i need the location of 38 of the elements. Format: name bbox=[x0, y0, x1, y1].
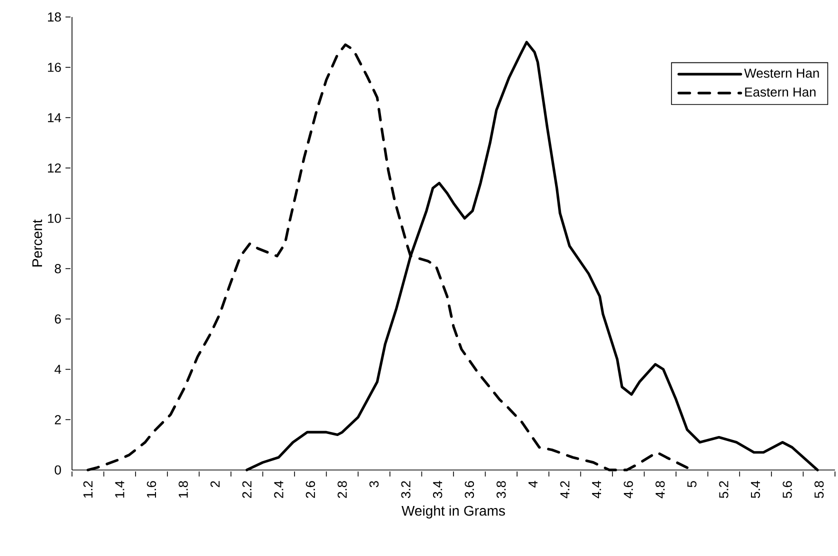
x-tick-label: 3 bbox=[369, 481, 379, 488]
y-tick-label: 8 bbox=[54, 264, 61, 274]
x-tick-label: 1.6 bbox=[146, 481, 156, 498]
x-tick-label: 2 bbox=[210, 481, 220, 488]
y-tick-label: 0 bbox=[54, 465, 61, 475]
x-tick-label: 4.8 bbox=[656, 481, 665, 498]
y-tick-label: 10 bbox=[48, 214, 61, 223]
x-tick-label: 3.4 bbox=[433, 480, 442, 498]
x-tick-label: 3.2 bbox=[401, 481, 410, 498]
x-tick-label: 1.4 bbox=[115, 480, 124, 498]
x-axis-title: Weight in Grams bbox=[402, 505, 505, 518]
x-tick-label: 4 bbox=[528, 480, 538, 488]
x-tick-label: 5.6 bbox=[782, 481, 792, 498]
x-tick-label: 2.8 bbox=[338, 481, 347, 498]
x-tick-label: 2.4 bbox=[274, 480, 284, 498]
x-tick-label: 5.8 bbox=[814, 481, 824, 498]
x-tick-label: 5.2 bbox=[719, 481, 728, 498]
x-tick-label: 5.4 bbox=[750, 480, 760, 498]
y-tick-label: 18 bbox=[48, 12, 61, 22]
x-tick-label: 2.6 bbox=[306, 481, 316, 498]
y-tick-label: 12 bbox=[48, 163, 61, 173]
x-tick-label: 4.4 bbox=[592, 480, 602, 498]
x-tick-label: 2.2 bbox=[242, 481, 252, 498]
x-tick-label: 5 bbox=[687, 481, 696, 488]
y-axis-title: Percent bbox=[32, 219, 42, 266]
y-tick-label: 14 bbox=[48, 113, 62, 122]
legend-label: Eastern Han bbox=[745, 88, 816, 97]
x-tick-label: 3.8 bbox=[496, 481, 506, 498]
x-tick-label: 1.2 bbox=[83, 481, 92, 498]
x-tick-label: 4.6 bbox=[624, 481, 633, 498]
legend-label: Western Han bbox=[744, 68, 819, 78]
y-tick-label: 2 bbox=[54, 415, 61, 424]
x-tick-label: 4.2 bbox=[560, 481, 570, 498]
x-tick-label: 3.6 bbox=[464, 481, 474, 498]
y-tick-label: 6 bbox=[54, 314, 61, 324]
y-tick-label: 16 bbox=[48, 62, 61, 72]
x-tick-label: 1.8 bbox=[178, 481, 188, 498]
y-tick-label: 4 bbox=[54, 364, 62, 374]
